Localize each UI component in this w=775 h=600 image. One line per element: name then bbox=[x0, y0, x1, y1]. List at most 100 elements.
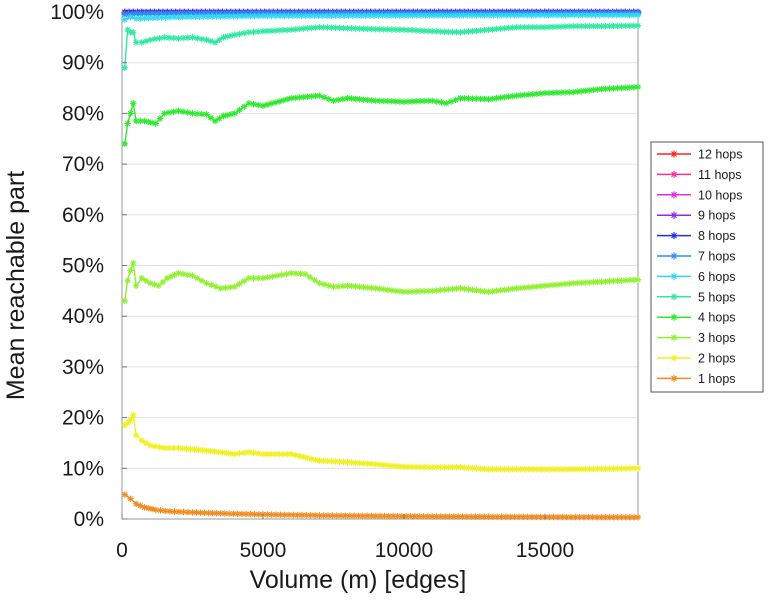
series-point bbox=[330, 97, 337, 104]
series-point bbox=[156, 443, 163, 451]
series-markers bbox=[121, 22, 642, 71]
series-point bbox=[477, 95, 484, 103]
series-point bbox=[336, 12, 344, 19]
series-point bbox=[507, 513, 514, 521]
series-point bbox=[557, 89, 565, 96]
series-point bbox=[165, 109, 173, 116]
series-point bbox=[481, 288, 488, 295]
series-point bbox=[316, 457, 323, 464]
legend-label: 12 hops bbox=[698, 148, 742, 162]
series-point bbox=[325, 95, 332, 103]
series-point bbox=[127, 495, 134, 502]
series-point bbox=[493, 287, 500, 295]
series-point bbox=[457, 285, 464, 292]
series-point bbox=[670, 211, 678, 219]
series-line bbox=[124, 25, 639, 68]
series-point bbox=[670, 313, 678, 321]
series-point bbox=[175, 508, 183, 516]
series-point bbox=[224, 33, 231, 40]
series-point bbox=[198, 277, 206, 284]
series-point bbox=[298, 12, 305, 20]
legend-item: 1 hops bbox=[657, 372, 736, 386]
series-point bbox=[582, 279, 589, 286]
series-line bbox=[124, 414, 639, 470]
series-point bbox=[433, 513, 440, 520]
series-point bbox=[670, 252, 678, 260]
series-point bbox=[207, 114, 215, 121]
series-point bbox=[376, 26, 383, 33]
series-point bbox=[212, 283, 220, 290]
legend-label: 3 hops bbox=[698, 331, 736, 345]
series-point bbox=[670, 232, 678, 240]
series-point bbox=[529, 91, 537, 98]
series-point bbox=[537, 24, 545, 31]
series-point bbox=[250, 449, 257, 456]
series-point bbox=[127, 416, 134, 424]
series-1-hops bbox=[121, 491, 642, 521]
legend-label: 10 hops bbox=[698, 188, 742, 202]
series-point bbox=[124, 277, 131, 284]
series-point bbox=[383, 12, 391, 19]
legend: 12 hops 11 hops 10 hops 9 hops 8 hops 7 hops 6… bbox=[650, 141, 764, 393]
series-point bbox=[159, 278, 167, 286]
series-point bbox=[231, 450, 238, 458]
series-point bbox=[525, 466, 533, 473]
series-point bbox=[209, 509, 216, 517]
series-point bbox=[170, 14, 178, 21]
legend-item: 3 hops bbox=[657, 331, 736, 345]
series-point bbox=[602, 514, 609, 521]
series-point bbox=[443, 100, 450, 107]
legend-item: 8 hops bbox=[657, 229, 736, 243]
series-point bbox=[352, 25, 359, 32]
series-point bbox=[447, 98, 455, 105]
series-point bbox=[148, 505, 156, 513]
series-point bbox=[220, 112, 227, 120]
y-tick-label: 40% bbox=[62, 305, 104, 328]
series-point bbox=[240, 103, 248, 110]
series-point bbox=[515, 12, 523, 19]
series-point bbox=[203, 36, 210, 44]
series-point bbox=[328, 458, 335, 465]
legend-label: 9 hops bbox=[698, 209, 736, 223]
series-point bbox=[161, 110, 168, 117]
series-point bbox=[342, 512, 349, 519]
series-point bbox=[121, 16, 129, 23]
series-point bbox=[208, 281, 215, 289]
legend-label: 11 hops bbox=[698, 168, 742, 182]
series-point bbox=[170, 108, 177, 115]
series-group bbox=[121, 8, 642, 521]
series-point bbox=[585, 513, 592, 521]
series-markers bbox=[121, 411, 642, 473]
legend-item: 5 hops bbox=[657, 290, 736, 304]
series-point bbox=[179, 34, 187, 42]
series-point bbox=[223, 449, 230, 457]
series-point bbox=[156, 115, 164, 122]
series-5-hops bbox=[121, 22, 642, 71]
y-tick-label: 0% bbox=[74, 508, 104, 531]
series-point bbox=[236, 280, 243, 288]
series-point bbox=[227, 111, 235, 118]
y-tick-label: 30% bbox=[62, 356, 104, 379]
series-point bbox=[400, 288, 408, 296]
x-tick-label: 0 bbox=[116, 539, 128, 562]
series-point bbox=[670, 293, 678, 301]
series-point bbox=[610, 465, 617, 472]
series-markers bbox=[121, 83, 642, 148]
series-point bbox=[370, 12, 378, 19]
series-point bbox=[312, 456, 319, 463]
series-point bbox=[583, 11, 591, 19]
series-point bbox=[127, 110, 134, 117]
series-point bbox=[175, 13, 182, 21]
series-point bbox=[238, 510, 246, 518]
series-point bbox=[130, 100, 137, 107]
series-point bbox=[211, 39, 219, 46]
series-point bbox=[362, 12, 369, 19]
series-point bbox=[328, 24, 335, 31]
series-point bbox=[573, 466, 581, 473]
series-point bbox=[489, 513, 497, 520]
series-point bbox=[141, 504, 148, 511]
series-point bbox=[127, 267, 134, 274]
series-point bbox=[242, 510, 250, 518]
series-point bbox=[416, 27, 424, 34]
y-tick-label: 80% bbox=[62, 102, 104, 125]
